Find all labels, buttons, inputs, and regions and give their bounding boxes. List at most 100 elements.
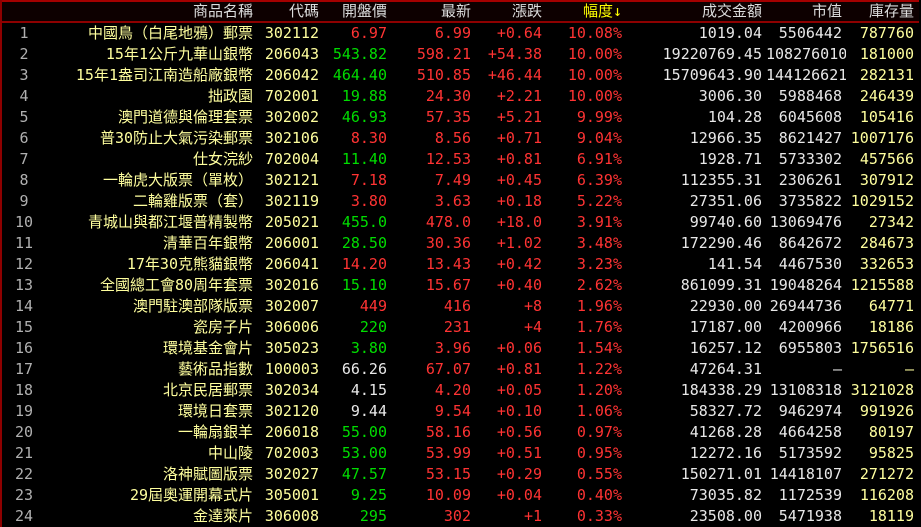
table-row[interactable]: 4 拙政園 702001 19.88 24.30 +2.21 10.00% 3006.30 59… [2,86,919,107]
row-number: 8 [19,171,29,189]
market-cap: 8621427 [778,129,842,147]
product-code: 302007 [264,297,319,315]
change-percent: 1.22% [576,360,622,378]
change-percent: 10.00% [567,66,622,84]
table-row[interactable]: 12 17年30克熊貓銀幣 206041 14.20 13.43 +0.42 3.23% 14… [2,254,919,275]
product-code: 206001 [264,234,319,252]
turnover-amount: 41268.28 [689,423,762,441]
open-price: 3.80 [350,339,387,357]
table-row[interactable]: 24 金達萊片 306008 295 302 +1 0.33% 23508.00 5471938… [2,506,919,527]
open-price: 6.97 [350,24,387,42]
product-code: 206042 [264,66,319,84]
row-number: 10 [14,213,34,231]
header-market-cap[interactable]: 市值 [811,2,842,20]
header-turnover-amount[interactable]: 成交金額 [701,2,762,20]
change-percent: 0.55% [576,465,622,483]
latest-price: 416 [443,297,471,315]
table-row[interactable]: 5 澳門道德與倫理套票 302002 46.93 57.35 +5.21 9.99% 104.… [2,107,919,128]
table-row[interactable]: 6 普30防止大氣污染郵票 302106 8.30 8.56 +0.71 9.04% 1296… [2,128,919,149]
open-price: 11.40 [341,150,387,168]
price-change: +0.06 [496,339,542,357]
market-cap: 5471938 [778,507,842,525]
latest-price: 12.53 [425,150,471,168]
row-number: 20 [14,423,34,441]
latest-price: 7.49 [434,171,471,189]
table-row[interactable]: 15 瓷房子片 306006 220 231 +4 1.76% 17187.00 4200966… [2,317,919,338]
table-row[interactable]: 9 二輪雞版票（套） 302119 3.80 3.63 +0.18 5.22% 27351.0… [2,191,919,212]
price-change: +4 [523,318,542,336]
header-product-code[interactable]: 代碼 [288,2,319,20]
product-code: 702001 [264,87,319,105]
product-code: 302119 [264,192,319,210]
table-row[interactable]: 21 中山陵 702003 53.00 53.99 +0.51 0.95% 12272.16 5… [2,443,919,464]
change-percent: 1.20% [576,381,622,399]
table-row[interactable]: 22 洛神賦圖版票 302027 47.57 53.15 +0.29 0.55% 150271… [2,464,919,485]
turnover-amount: 172290.46 [680,234,762,252]
inventory: 1007176 [850,129,914,147]
inventory: 1029152 [850,192,914,210]
table-row[interactable]: 1 中國鳥（白尾地鴉）郵票 302112 6.97 6.99 +0.64 10.08% 101… [2,23,919,44]
change-percent: 2.62% [576,276,622,294]
latest-price: 4.20 [434,381,471,399]
price-change: +0.81 [496,150,542,168]
table-row[interactable]: 14 澳門駐澳部隊版票 302007 449 416 +8 1.96% 22930.00 269… [2,296,919,317]
product-code: 302106 [264,129,319,147]
table-row[interactable]: 7 仕女浣紗 702004 11.40 12.53 +0.81 6.91% 1928.71 57… [2,149,919,170]
table-row[interactable]: 17 藝術品指數 100003 66.26 67.07 +0.81 1.22% 47264.3… [2,359,919,380]
latest-price: 30.36 [425,234,471,252]
turnover-amount: 184338.29 [680,381,762,399]
product-name: 拙政園 [207,87,253,105]
header-product-name[interactable]: 商品名稱 [192,2,253,20]
open-price: 295 [359,507,387,525]
row-number: 19 [14,402,34,420]
header-price-change[interactable]: 漲跌 [511,2,542,20]
table-row[interactable]: 20 一輪扇銀羊 206018 55.00 58.16 +0.56 0.97% 41268.2… [2,422,919,443]
header-inventory[interactable]: 庫存量 [868,2,914,20]
product-code: 302034 [264,381,319,399]
product-name: 清華百年銀幣 [162,234,253,252]
inventory: 116208 [859,486,914,504]
header-latest-price[interactable]: 最新 [440,2,471,20]
table-row[interactable]: 8 一輪虎大版票（單枚） 302121 7.18 7.49 +0.45 6.39% 11235… [2,170,919,191]
turnover-amount: 15709643.90 [662,66,762,84]
market-cap: 3735822 [778,192,842,210]
row-number: 9 [19,192,29,210]
product-name: 一輪扇銀羊 [177,423,253,441]
product-code: 305001 [264,486,319,504]
table-row[interactable]: 3 15年1盎司江南造船廠銀幣 206042 464.40 510.85 +46.44 10… [2,65,919,86]
market-cap: 5988468 [778,87,842,105]
table-row[interactable]: 13 全國總工會80周年套票 302016 15.10 15.67 +0.40 2.62% 8… [2,275,919,296]
header-open-price[interactable]: 開盤價 [341,2,387,20]
product-code: 302002 [264,108,319,126]
inventory: 95825 [868,444,914,462]
product-code: 305023 [264,339,319,357]
table-row[interactable]: 19 環境日套票 302120 9.44 9.54 +0.10 1.06% 58327.72 9… [2,401,919,422]
table-row[interactable]: 16 環境基金會片 305023 3.80 3.96 +0.06 1.54% 16257.12… [2,338,919,359]
product-code: 302112 [264,24,319,42]
table-row[interactable]: 23 29屆奧運開幕式片 305001 9.25 10.09 +0.04 0.40% 7303… [2,485,919,506]
change-percent: 6.91% [576,150,622,168]
latest-price: 3.96 [434,339,471,357]
market-cap: 14418107 [769,465,842,483]
price-change: +1 [523,507,542,525]
open-price: 55.00 [341,423,387,441]
change-percent: 9.99% [576,108,622,126]
table-row[interactable]: 11 清華百年銀幣 206001 28.50 30.36 +1.02 3.48% 172290… [2,233,919,254]
header-change-percent[interactable]: 幅度↓ [546,2,626,21]
product-name: 全國總工會80周年套票 [99,276,253,294]
change-percent: 10.08% [567,24,622,42]
inventory: 332653 [859,255,914,273]
product-code: 206018 [264,423,319,441]
row-number: 16 [14,339,34,357]
open-price: 4.15 [350,381,387,399]
latest-price: 598.21 [416,45,471,63]
turnover-amount: 23508.00 [689,507,762,525]
table-row[interactable]: 2 15年1公斤九華山銀幣 206043 543.82 598.21 +54.38 10.0… [2,44,919,65]
price-change: +46.44 [487,66,542,84]
open-price: 464.40 [332,66,387,84]
market-cap: 6955803 [778,339,842,357]
table-row[interactable]: 18 北京民居郵票 302034 4.15 4.20 +0.05 1.20% 184338.2… [2,380,919,401]
product-name: 29屆奧運開幕式片 [129,486,253,504]
table-row[interactable]: 10 青城山與都江堰普精製幣 205021 455.0 478.0 +18.0 3.91% 9… [2,212,919,233]
product-name: 普30防止大氣污染郵票 [99,129,253,147]
